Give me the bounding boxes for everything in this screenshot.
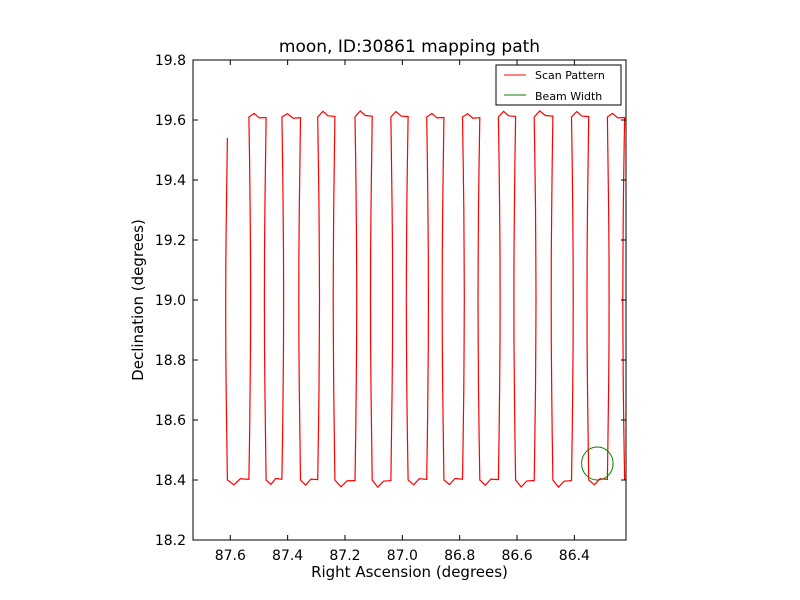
y-axis-label: Declination (degrees): [129, 219, 147, 381]
y-tick-label: 19.6: [155, 113, 186, 129]
x-tick-label: 87.4: [272, 548, 303, 564]
x-tick-label: 87.0: [387, 548, 418, 564]
x-tick-label: 86.8: [444, 548, 475, 564]
y-tick-label: 18.4: [155, 473, 186, 489]
legend-label-scan-pattern: Scan Pattern: [535, 69, 605, 82]
scan-pattern-line: [225, 110, 626, 489]
legend: Scan Pattern Beam Width: [495, 64, 622, 106]
x-tick-label: 86.4: [559, 548, 590, 564]
y-tick-label: 19.4: [155, 173, 186, 189]
x-tick-label: 87.2: [329, 548, 360, 564]
legend-box: [495, 64, 622, 106]
y-tick-label: 18.6: [155, 413, 186, 429]
y-tick-label: 18.8: [155, 353, 186, 369]
y-tick-label: 19.8: [155, 53, 186, 69]
x-tick-label: 87.6: [215, 548, 246, 564]
plot-area: [193, 60, 626, 540]
series-layer: [225, 110, 626, 489]
chart-title: moon, ID:30861 mapping path: [279, 37, 540, 57]
y-tick-label: 18.2: [155, 533, 186, 549]
y-tick-label: 19.2: [155, 233, 186, 249]
y-tick-label: 19.0: [155, 293, 186, 309]
x-tick-label: 86.6: [501, 548, 532, 564]
legend-label-beam-width: Beam Width: [535, 90, 602, 103]
tick-layer: 87.6 87.4 87.2 87.0 86.8 86.6 86.4 18.2 18.4 18.6…: [155, 53, 626, 564]
beam-width-circle: [581, 446, 614, 481]
x-axis-label: Right Ascension (degrees): [311, 563, 508, 581]
